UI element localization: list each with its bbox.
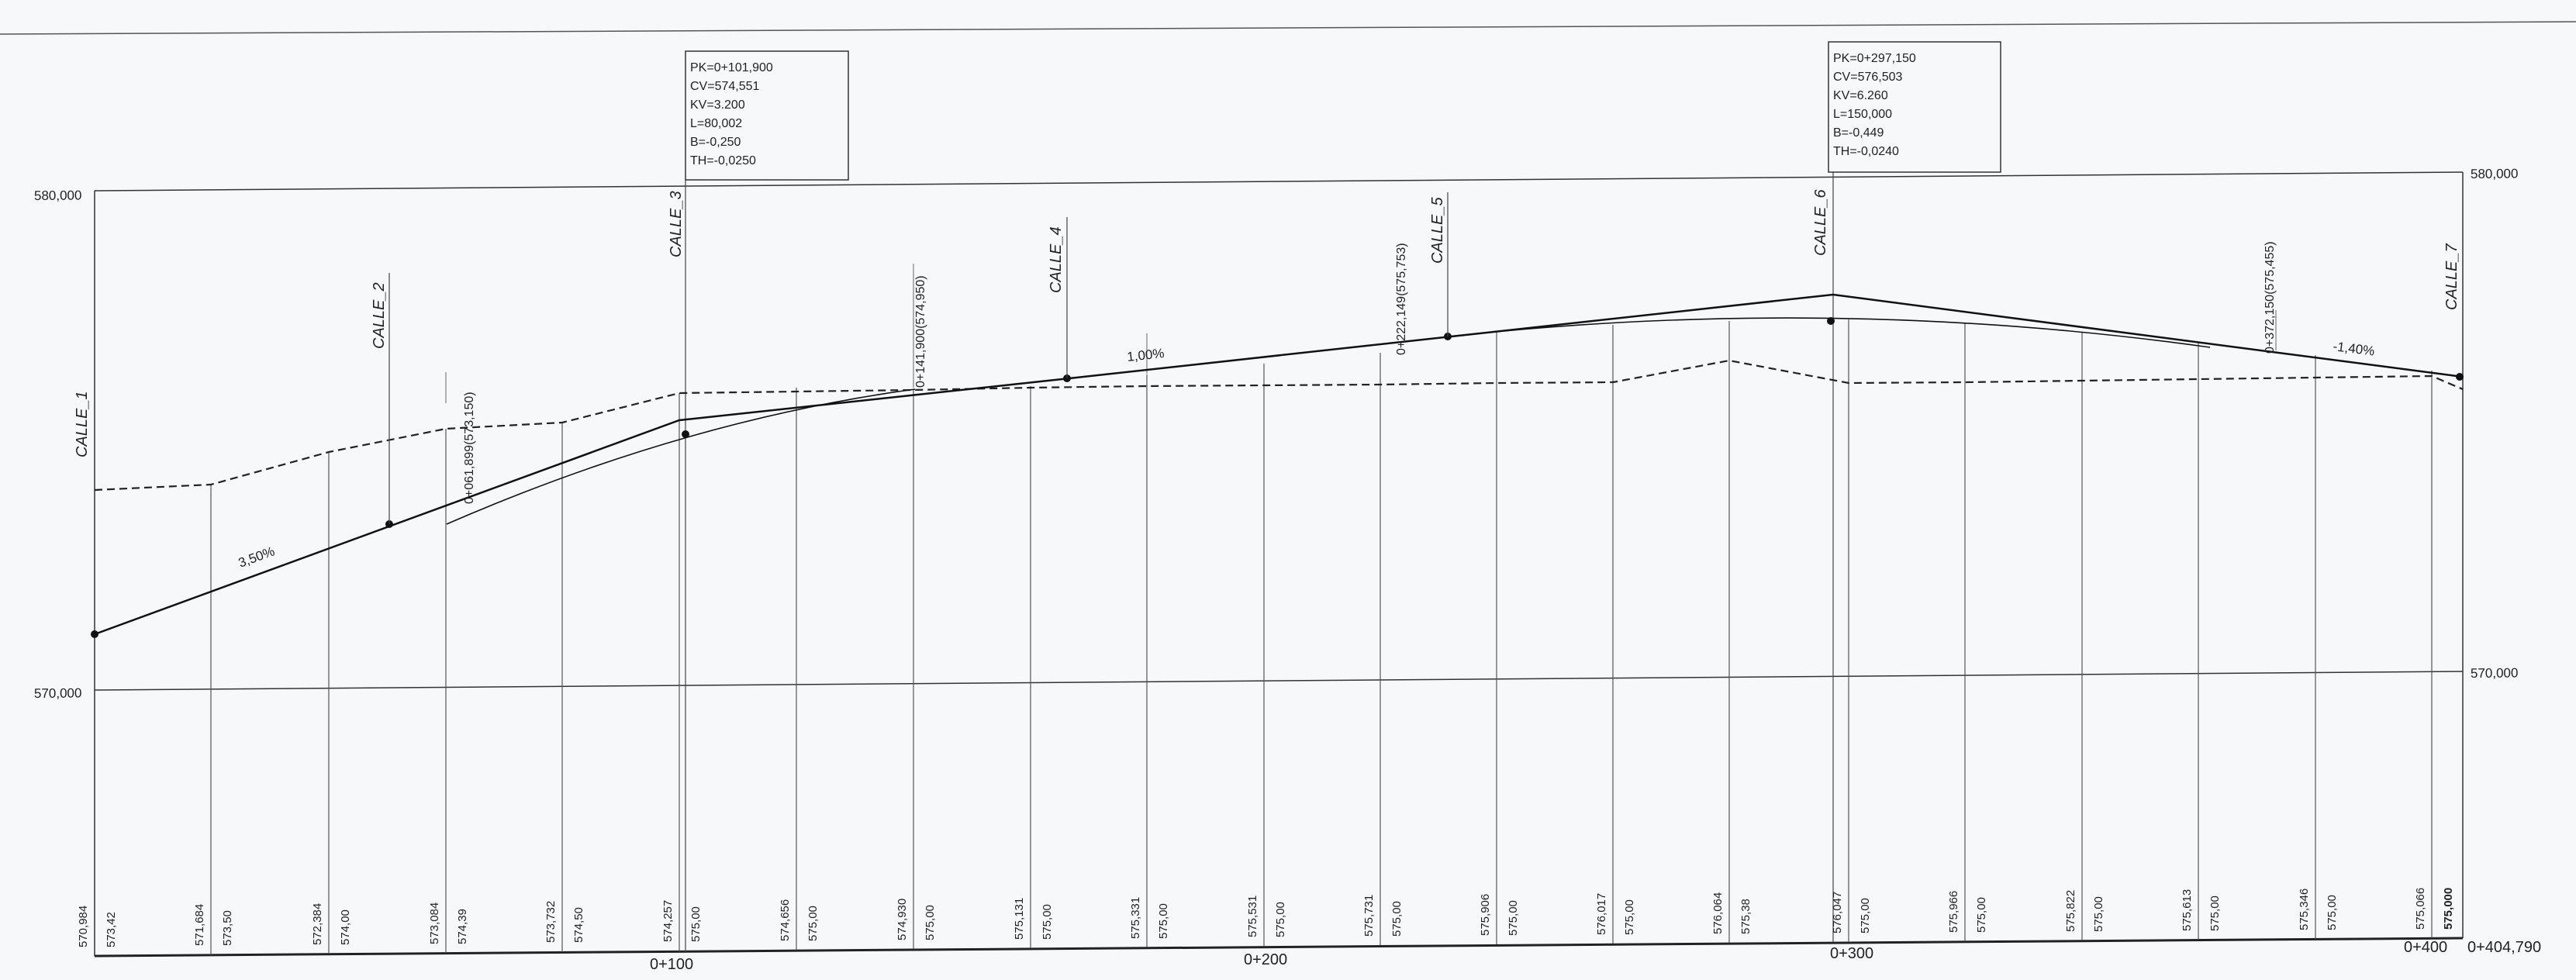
elevation-label-570-right: 570,000 xyxy=(2471,665,2519,681)
chainage-label-end: 0+404,790 xyxy=(2467,939,2541,956)
tangent-label: 0+372,150(575,455) xyxy=(2263,241,2277,354)
grade-elevation: 575,00 xyxy=(2092,896,2105,932)
elevation-label-580-left: 580,000 xyxy=(34,188,82,203)
grade-elevation: 575,00 xyxy=(1274,902,1287,937)
grade-elevation: 575,38 xyxy=(1739,899,1752,934)
grade-elevation: 575,00 xyxy=(1975,897,1988,933)
grade-point-markers xyxy=(91,317,2464,638)
curve-kv: KV=6.260 xyxy=(1833,89,1888,102)
grade-point-marker xyxy=(2456,373,2464,381)
terrain-elevation: 576,064 xyxy=(1711,892,1725,934)
grade-elevation: 574,50 xyxy=(572,907,585,943)
grade-elevation: 575,00 xyxy=(806,906,820,941)
curve-pk: PK=0+101,900 xyxy=(690,61,773,74)
grade-elevation: 575,00 xyxy=(2208,895,2222,931)
curve-b: B=-0,250 xyxy=(690,136,741,149)
curve-parameter-box-1: PK=0+101,900 CV=574,551 KV=3.200 L=80,00… xyxy=(685,50,849,181)
terrain-elevation: 575,822 xyxy=(2064,890,2077,932)
street-marker-leaders xyxy=(388,192,1449,524)
chainage-label: 0+100 xyxy=(650,956,693,973)
terrain-elevation: 575,131 xyxy=(1013,898,1026,940)
chainage-label: 0+400 xyxy=(2404,939,2447,956)
tangent-label: 0+222,149(575,753) xyxy=(1395,243,1408,355)
grade-point-marker xyxy=(91,630,98,638)
terrain-elevation: 573,084 xyxy=(428,902,441,944)
terrain-elevation: 574,257 xyxy=(661,900,675,942)
tangent-label: 0+061,899(573,150) xyxy=(463,392,476,504)
chainage-label: 0+200 xyxy=(1244,951,1287,968)
elevation-line-580 xyxy=(94,171,2464,192)
street-marker-calle-1: CALLE_1 xyxy=(74,391,91,457)
terrain-elevation: 575,731 xyxy=(1362,895,1376,937)
curve-cv: CV=576,503 xyxy=(1833,71,1903,84)
terrain-elevation: 576,047 xyxy=(1831,892,1844,933)
grade-label: -1,40% xyxy=(2333,339,2376,358)
grade-elevation: 575,00 xyxy=(689,906,703,942)
grade-elevation: 575,000 xyxy=(2442,888,2455,930)
grade-elevation: 575,00 xyxy=(1041,904,1054,940)
baseline xyxy=(94,937,2464,958)
terrain-elevation: 575,331 xyxy=(1129,897,1142,939)
curve-th: TH=-0,0240 xyxy=(1833,145,1899,158)
curve-l: L=150,000 xyxy=(1833,108,1892,121)
vertical-curve-1 xyxy=(446,388,916,525)
grade-elevation: 574,39 xyxy=(456,909,469,944)
curve-parameter-box-2: PK=0+297,150 CV=576,503 KV=6.260 L=150,0… xyxy=(1828,41,2001,173)
street-marker-calle-3: CALLE_3 xyxy=(668,191,685,257)
grade-elevation: 575,00 xyxy=(924,905,937,940)
grade-elevation: 575,00 xyxy=(2326,895,2339,930)
grade-label: 1,00% xyxy=(1126,346,1165,364)
terrain-elevation: 575,613 xyxy=(2181,889,2194,931)
elevation-label-570-left: 570,000 xyxy=(34,685,82,701)
terrain-elevation: 574,930 xyxy=(896,899,909,940)
grade-elevation: 573,42 xyxy=(105,912,118,947)
curve-cv: CV=574,551 xyxy=(690,80,760,93)
grade-elevation: 575,00 xyxy=(1157,903,1170,939)
grade-elevation: 575,00 xyxy=(1859,898,1872,933)
terrain-elevation: 571,684 xyxy=(193,904,206,946)
grade-point-marker xyxy=(1827,317,1835,325)
station-elevation-labels: 570,984 573,42 571,684 573,50 572,384 57… xyxy=(77,888,2455,947)
curve-kv: KV=3.200 xyxy=(690,98,745,112)
terrain-elevation: 575,966 xyxy=(1947,891,1960,933)
terrain-elevation: 575,346 xyxy=(2298,889,2311,930)
elevation-line-570 xyxy=(94,671,2464,691)
top-border-line xyxy=(0,21,2576,35)
grade-elevation: 575,00 xyxy=(1390,901,1404,937)
street-marker-calle-7: CALLE_7 xyxy=(2443,243,2460,310)
terrain-elevation: 570,984 xyxy=(77,906,90,947)
curve-box-frame xyxy=(1828,41,2001,173)
grade-point-marker xyxy=(682,430,689,438)
street-marker-calle-6: CALLE_6 xyxy=(1812,189,1829,256)
terrain-elevation: 575,531 xyxy=(1246,895,1259,937)
terrain-elevation: 572,384 xyxy=(311,903,324,945)
street-marker-calle-2: CALLE_2 xyxy=(371,282,388,349)
terrain-elevation: 576,017 xyxy=(1595,893,1608,935)
terrain-elevation: 573,732 xyxy=(544,901,558,943)
terrain-elevation: 575,906 xyxy=(1479,894,1492,936)
curve-pk: PK=0+297,150 xyxy=(1833,52,1916,65)
elevation-label-580-right: 580,000 xyxy=(2471,166,2519,181)
grade-elevation: 575,00 xyxy=(1507,900,1520,936)
grade-elevation: 575,00 xyxy=(1623,899,1636,935)
street-marker-calle-5: CALLE_5 xyxy=(1429,197,1446,264)
grade-elevation: 573,50 xyxy=(221,910,234,946)
station-verticals xyxy=(210,319,2433,955)
chainage-label: 0+300 xyxy=(1830,945,1873,962)
tangent-point-verticals xyxy=(445,264,2277,403)
terrain-elevation: 574,656 xyxy=(779,899,792,941)
curve-box-frame xyxy=(685,50,849,181)
grade-elevation: 574,00 xyxy=(339,909,352,945)
curve-th: TH=-0,0250 xyxy=(690,154,756,167)
street-marker-calle-4: CALLE_4 xyxy=(1048,226,1065,293)
grade-tangent-line xyxy=(94,293,2464,636)
tangent-label: 0+141,900(574,950) xyxy=(914,275,927,388)
terrain-profile-line xyxy=(94,359,2464,492)
terrain-elevation: 575,066 xyxy=(2414,888,2427,930)
curve-l: L=80,002 xyxy=(690,117,742,130)
curve-b: B=-0,449 xyxy=(1833,126,1884,140)
grade-label: 3,50% xyxy=(237,543,277,570)
